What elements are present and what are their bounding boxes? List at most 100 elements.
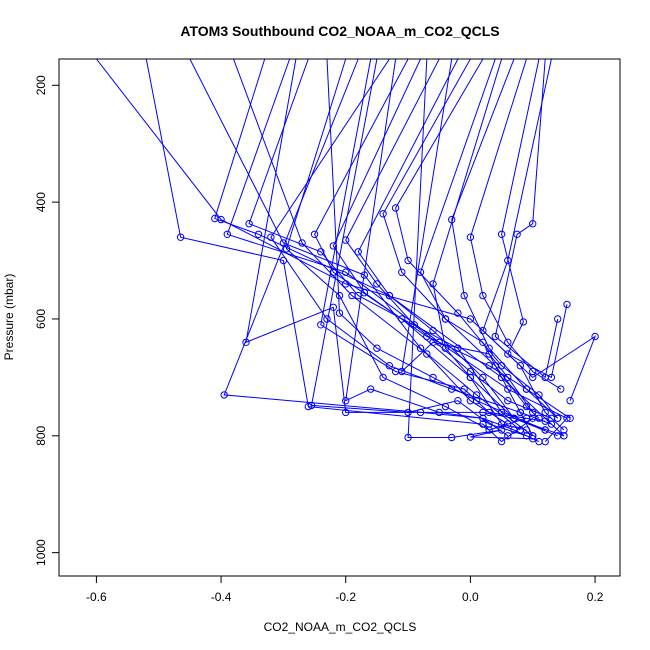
data-point	[557, 385, 565, 393]
series-line	[189, 59, 521, 431]
data-point	[267, 233, 275, 241]
data-point	[479, 414, 487, 422]
series-profile-5	[282, 59, 531, 434]
data-point	[522, 426, 531, 434]
data-point	[504, 432, 512, 440]
series-line	[96, 59, 597, 401]
data-point	[435, 408, 443, 417]
data-point	[454, 397, 462, 405]
chart-title: ATOM3 Southbound CO2_NOAA_m_CO2_QCLS	[180, 23, 499, 39]
series-line	[501, 59, 568, 379]
x-axis-label: CO2_NOAA_m_CO2_QCLS	[264, 620, 417, 634]
x-tick-label: 0.0	[462, 590, 479, 604]
data-point	[404, 433, 412, 442]
series-line	[233, 59, 509, 425]
data-point	[563, 414, 571, 422]
series-line	[482, 59, 565, 431]
data-point	[398, 367, 406, 376]
data-point	[429, 326, 437, 335]
data-point	[254, 230, 263, 239]
y-tick-label: 600	[34, 309, 48, 329]
x-tick-label: 0.2	[587, 590, 604, 604]
x-tick-label: -0.4	[211, 590, 232, 604]
data-point	[317, 248, 325, 256]
x-tick-label: -0.2	[335, 590, 356, 604]
data-point	[516, 362, 524, 370]
series-line	[245, 59, 565, 437]
data-point	[563, 300, 571, 309]
data-point	[466, 373, 475, 382]
data-point	[423, 332, 431, 341]
y-tick-label: 800	[34, 425, 48, 445]
series-line	[451, 59, 559, 419]
series-profile-17	[342, 59, 512, 440]
data-point	[566, 397, 574, 405]
series-line	[345, 59, 509, 437]
data-point	[485, 344, 493, 352]
data-point	[516, 408, 524, 417]
data-point	[360, 271, 369, 279]
data-point	[541, 417, 549, 425]
data-point	[522, 385, 531, 393]
data-point	[223, 230, 232, 239]
data-point	[479, 373, 487, 382]
data-point	[429, 338, 437, 346]
series-profile-14	[242, 59, 568, 440]
data-point	[485, 408, 493, 417]
series-line	[382, 59, 540, 419]
series-line	[285, 59, 527, 431]
y-axis: 200 400 600 800 1000	[34, 75, 59, 566]
data-point	[504, 385, 512, 393]
data-point	[448, 433, 456, 442]
data-point	[404, 408, 412, 417]
data-point	[342, 408, 350, 417]
y-tick-label: 1000	[34, 539, 48, 566]
data-point	[217, 215, 225, 224]
series-line	[401, 59, 534, 413]
data-point	[497, 420, 506, 428]
series-line	[345, 59, 552, 419]
data-point	[335, 291, 344, 300]
y-tick-label: 200	[34, 75, 48, 95]
data-point	[541, 373, 549, 382]
data-point	[472, 391, 481, 399]
data-point	[460, 385, 468, 393]
data-point	[441, 344, 450, 352]
data-point	[404, 256, 412, 265]
data-point	[466, 433, 475, 441]
series-profile-21	[466, 59, 565, 393]
data-point	[176, 233, 185, 241]
data-point	[535, 437, 543, 446]
series-line	[326, 59, 546, 431]
data-point	[541, 408, 549, 417]
series-line	[432, 59, 527, 431]
y-tick-label: 400	[34, 192, 48, 212]
series-profile-29	[429, 59, 531, 434]
series-line	[407, 59, 533, 440]
data-point	[317, 321, 325, 329]
series-profile-1	[145, 59, 537, 446]
data-point	[342, 268, 350, 276]
data-point	[547, 420, 556, 428]
data-point	[342, 397, 350, 405]
data-point	[504, 373, 512, 382]
data-point	[441, 315, 450, 323]
series-line	[320, 59, 546, 422]
data-point	[429, 280, 437, 288]
data-point	[554, 315, 562, 323]
data-point	[398, 268, 406, 276]
data-point	[379, 210, 387, 218]
data-point	[504, 338, 512, 346]
series-profile-27	[317, 59, 549, 425]
data-point	[472, 397, 481, 405]
series-line	[310, 59, 527, 437]
plot-area	[96, 59, 599, 446]
data-point	[373, 344, 381, 352]
x-tick-label: -0.6	[86, 590, 107, 604]
data-point	[354, 248, 362, 256]
data-point	[423, 350, 431, 358]
series-profile-20	[448, 59, 562, 422]
x-axis: -0.6 -0.4 -0.2 0.0 0.2	[86, 576, 604, 604]
data-point	[298, 239, 306, 247]
